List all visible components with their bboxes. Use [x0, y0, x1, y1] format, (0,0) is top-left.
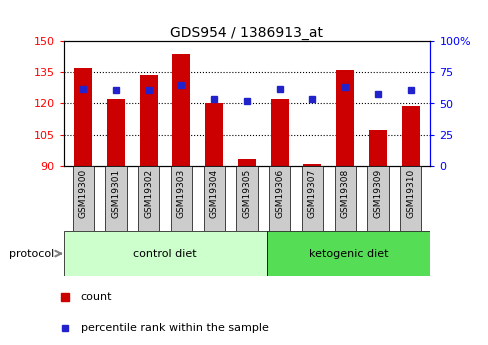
Bar — [366, 166, 388, 231]
Bar — [301, 166, 323, 231]
Bar — [63, 231, 266, 276]
Bar — [138, 166, 159, 231]
Bar — [105, 166, 126, 231]
Text: GSM19306: GSM19306 — [275, 169, 284, 218]
Text: GSM19301: GSM19301 — [111, 169, 120, 218]
Bar — [205, 104, 223, 166]
Bar — [238, 159, 255, 166]
Bar — [72, 166, 94, 231]
Text: protocol: protocol — [8, 249, 54, 258]
Text: GSM19307: GSM19307 — [307, 169, 316, 218]
Text: ketogenic diet: ketogenic diet — [308, 249, 387, 258]
Bar — [172, 54, 190, 166]
Text: GSM19304: GSM19304 — [209, 169, 218, 218]
Bar — [107, 99, 125, 166]
Text: count: count — [81, 292, 112, 302]
Bar — [368, 130, 386, 166]
Text: GSM19302: GSM19302 — [144, 169, 153, 218]
Bar — [268, 166, 290, 231]
Bar — [266, 231, 429, 276]
Text: GSM19308: GSM19308 — [340, 169, 349, 218]
Title: GDS954 / 1386913_at: GDS954 / 1386913_at — [170, 26, 323, 40]
Text: GSM19309: GSM19309 — [373, 169, 382, 218]
Bar — [203, 166, 224, 231]
Bar — [270, 99, 288, 166]
Bar — [140, 75, 158, 166]
Bar — [399, 166, 421, 231]
Bar — [74, 68, 92, 166]
Bar — [236, 166, 257, 231]
Text: GSM19305: GSM19305 — [242, 169, 251, 218]
Bar — [334, 166, 355, 231]
Text: control diet: control diet — [133, 249, 197, 258]
Bar — [401, 106, 419, 166]
Bar — [335, 70, 353, 166]
Bar — [303, 164, 321, 166]
Text: GSM19310: GSM19310 — [406, 169, 414, 218]
Text: percentile rank within the sample: percentile rank within the sample — [81, 323, 268, 333]
Text: GSM19300: GSM19300 — [79, 169, 87, 218]
Bar — [170, 166, 192, 231]
Text: GSM19303: GSM19303 — [177, 169, 185, 218]
